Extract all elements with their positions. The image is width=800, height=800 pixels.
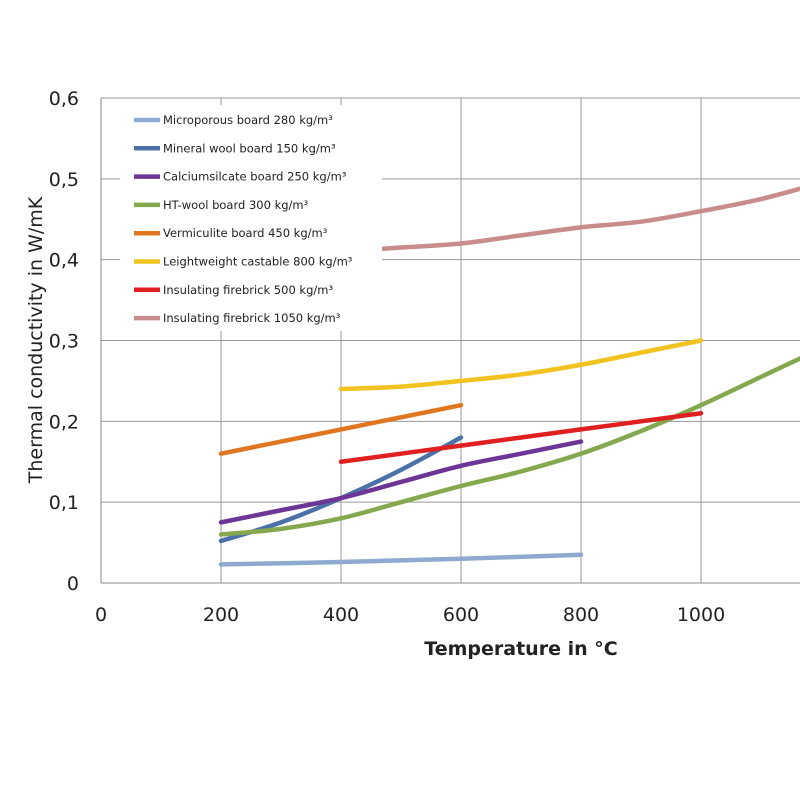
axes — [100, 98, 800, 584]
x-tick-label: 1000 — [677, 604, 725, 626]
x-tick-label: 200 — [203, 604, 239, 626]
x-axis-label: Temperature in °C — [424, 638, 617, 660]
legend-entry: HT-wool board 300 kg/m³ — [163, 198, 309, 212]
y-tick-label: 0 — [67, 573, 79, 595]
legend-box — [120, 105, 382, 331]
series-line-4 — [218, 355, 800, 537]
legend-entry: Insulating firebrick 500 kg/m³ — [163, 283, 333, 297]
y-tick-label: 0,1 — [49, 492, 79, 514]
y-tick-labels: 0 0,1 0,2 0,3 0,4 0,5 0,6 — [49, 88, 79, 595]
x-tick-label: 800 — [563, 604, 599, 626]
series-line-8 — [338, 186, 800, 254]
y-tick-label: 0,5 — [49, 169, 79, 191]
legend: Microporous board 280 kg/m³ Mineral wool … — [120, 105, 382, 331]
y-tick-label: 0,6 — [49, 88, 79, 110]
legend-entry: Calciumsilcate board 250 kg/m³ — [163, 170, 347, 184]
series-lines — [218, 186, 800, 567]
series-line-6 — [338, 338, 704, 392]
series-line-7 — [338, 411, 704, 464]
x-tick-labels: 020040060080010001 — [95, 604, 725, 626]
legend-entry: Vermiculite board 450 kg/m³ — [163, 226, 328, 240]
y-tick-label: 0,4 — [49, 250, 79, 272]
x-tick-label: 0 — [95, 604, 107, 626]
legend-entry: Leightweight castable 800 kg/m³ — [163, 255, 353, 269]
x-tick-label: 400 — [323, 604, 359, 626]
series-line-1 — [218, 552, 584, 567]
legend-entry: Insulating firebrick 1050 kg/m³ — [163, 311, 341, 325]
series-line-3 — [218, 439, 584, 525]
y-tick-label: 0,3 — [49, 331, 79, 353]
y-tick-label: 0,2 — [49, 411, 79, 433]
x-tick-label: 600 — [443, 604, 479, 626]
legend-entry: Mineral wool board 150 kg/m³ — [163, 141, 336, 155]
y-axis-label: Thermal conductivity in W/mK — [25, 196, 47, 484]
series-line-5 — [218, 402, 464, 456]
legend-entry: Microporous board 280 kg/m³ — [163, 113, 333, 127]
